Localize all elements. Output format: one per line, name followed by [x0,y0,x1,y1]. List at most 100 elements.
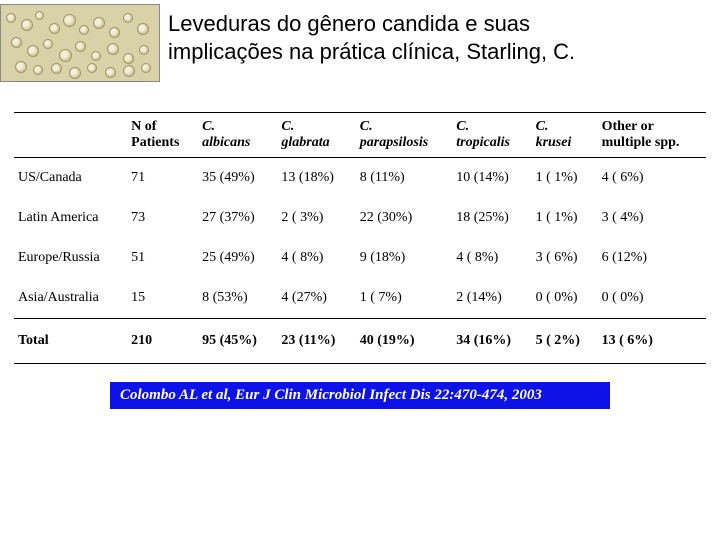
yeast-cell [109,27,120,38]
column-header-line2: Patients [131,135,194,151]
citation-bar: Colombo AL et al, Eur J Clin Microbiol I… [110,382,610,409]
value-cell: 2 ( 3%) [277,198,355,238]
column-header-line1: C. [456,119,527,135]
value-cell: 22 (30%) [356,198,453,238]
column-header [14,113,127,158]
yeast-cell [6,13,16,23]
value-cell: 4 (27%) [277,278,355,319]
yeast-cell [105,67,116,78]
value-cell: 0 ( 0%) [598,278,706,319]
column-header-line2: glabrata [281,135,351,151]
value-cell: 4 ( 6%) [598,158,706,199]
value-cell: 18 (25%) [452,198,531,238]
value-cell: 8 (53%) [198,278,277,319]
citation-text: Colombo AL et al, Eur J Clin Microbiol I… [120,387,542,403]
value-cell: 2 (14%) [452,278,531,319]
table-row: Asia/Australia158 (53%)4 (27%)1 ( 7%)2 (… [14,278,706,319]
value-cell: 10 (14%) [452,158,531,199]
yeast-cell [107,43,119,55]
yeast-cell [123,65,135,77]
yeast-cell [79,25,89,35]
value-cell: 0 ( 0%) [532,278,598,319]
column-header: C.krusei [532,113,598,158]
value-cell: 1 ( 1%) [532,198,598,238]
column-header: C.tropicalis [452,113,531,158]
candida-micrograph-thumbnail [0,4,160,82]
yeast-cell [123,53,134,64]
value-cell: 40 (19%) [356,319,453,364]
yeast-cell [75,41,86,52]
yeast-cell [49,23,60,34]
species-distribution-table: N ofPatientsC.albicansC.glabrataC.paraps… [14,112,706,364]
region-cell: US/Canada [14,158,127,199]
column-header-line1: C. [360,119,449,135]
value-cell: 4 ( 8%) [452,238,531,278]
yeast-cell [141,63,151,73]
yeast-cell [87,63,97,73]
value-cell: 35 (49%) [198,158,277,199]
column-header-line2: multiple spp. [602,135,702,151]
yeast-cell [69,67,81,79]
value-cell: 13 ( 6%) [598,319,706,364]
value-cell: 6 (12%) [598,238,706,278]
region-cell: Asia/Australia [14,278,127,319]
slide-title: Leveduras do gênero candida e suas impli… [168,4,575,65]
table-row: Latin America7327 (37%)2 ( 3%)22 (30%)18… [14,198,706,238]
yeast-cell [91,51,101,61]
value-cell: 25 (49%) [198,238,277,278]
value-cell: 27 (37%) [198,198,277,238]
yeast-cell [63,14,76,27]
column-header: Other ormultiple spp. [598,113,706,158]
table-body: US/Canada7135 (49%)13 (18%)8 (11%)10 (14… [14,158,706,364]
yeast-cell [27,45,39,57]
yeast-cell [51,63,62,74]
title-line-1: Leveduras do gênero candida e suas [168,11,530,36]
yeast-cell [15,61,27,73]
yeast-cell [137,23,149,35]
column-header-line1: C. [536,119,594,135]
column-header: C.albicans [198,113,277,158]
column-header: C.glabrata [277,113,355,158]
table-row: Europe/Russia5125 (49%)4 ( 8%)9 (18%)4 (… [14,238,706,278]
yeast-cell [43,39,53,49]
value-cell: 8 (11%) [356,158,453,199]
column-header-line2: parapsilosis [360,135,449,151]
yeast-cell [33,65,43,75]
value-cell: 1 ( 7%) [356,278,453,319]
value-cell: 23 (11%) [277,319,355,364]
table-header-row: N ofPatientsC.albicansC.glabrataC.paraps… [14,113,706,158]
column-header: N ofPatients [127,113,198,158]
n-cell: 210 [127,319,198,364]
column-header: C.parapsilosis [356,113,453,158]
column-header-line1: C. [202,119,273,135]
column-header-line2: tropicalis [456,135,527,151]
value-cell: 95 (45%) [198,319,277,364]
region-cell: Latin America [14,198,127,238]
region-cell: Europe/Russia [14,238,127,278]
yeast-cell [139,45,149,55]
value-cell: 3 ( 4%) [598,198,706,238]
yeast-cell [35,11,44,20]
n-cell: 73 [127,198,198,238]
yeast-cell [11,37,22,48]
n-cell: 51 [127,238,198,278]
value-cell: 1 ( 1%) [532,158,598,199]
title-line-2: implicações na prática clínica, Starling… [168,39,575,64]
table-total-row: Total21095 (45%)23 (11%)40 (19%)34 (16%)… [14,319,706,364]
value-cell: 3 ( 6%) [532,238,598,278]
value-cell: 5 ( 2%) [532,319,598,364]
n-cell: 71 [127,158,198,199]
yeast-cell [93,17,105,29]
column-header-line2: albicans [202,135,273,151]
yeast-cell [59,49,72,62]
region-cell: Total [14,319,127,364]
column-header-line1: Other or [602,119,702,135]
value-cell: 9 (18%) [356,238,453,278]
value-cell: 4 ( 8%) [277,238,355,278]
column-header-line2: krusei [536,135,594,151]
table-row: US/Canada7135 (49%)13 (18%)8 (11%)10 (14… [14,158,706,199]
value-cell: 13 (18%) [277,158,355,199]
n-cell: 15 [127,278,198,319]
header: Leveduras do gênero candida e suas impli… [0,0,720,84]
table-bottom-rule [14,363,706,364]
